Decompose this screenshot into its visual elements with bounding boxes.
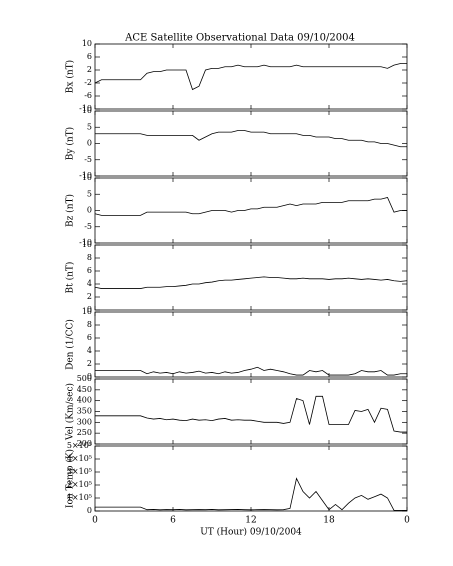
y-tick-label: 250 [77,428,92,437]
data-line [95,366,407,376]
y-axis-label: Bx (nT) [65,60,76,93]
y-tick-label: 0 [87,139,92,148]
y-tick-label: 10 [82,173,92,182]
x-tick-label: 6 [170,516,176,526]
panel-frame [94,43,408,110]
y-tick-label: -2 [84,78,92,87]
y-axis-label: Ion Temp (K) [65,449,76,508]
panel-frame [94,244,408,311]
y-tick-label: 1×10⁵ [67,493,92,502]
y-tick-label: 2 [87,65,92,74]
y-axis-label: Vel (Km/sec) [65,383,76,441]
panel-frame [94,110,408,177]
y-tick-label: 5×10⁵ [67,441,92,450]
y-tick-label: 500 [77,374,92,383]
y-tick-label: 2 [87,359,92,368]
y-tick-label: 350 [77,407,92,416]
y-tick-label: 10 [82,240,92,249]
y-tick-label: 0 [87,206,92,215]
y-tick-label: 2×10⁵ [67,480,92,489]
y-tick-label: 4 [87,279,92,288]
data-line [94,197,407,216]
y-tick-label: 200 [77,439,92,448]
chart-title: ACE Satellite Observational Data 09/10/2… [124,33,355,44]
y-tick-label: 5 [87,122,92,131]
x-tick-label: 12 [245,516,256,526]
data-line [94,276,408,289]
x-tick-label: 0 [404,516,410,526]
y-tick-label: -10 [79,104,92,113]
x-axis-label: UT (Hour) 09/10/2004 [200,527,302,538]
panel-frame [94,445,408,512]
y-tick-label: 10 [82,106,92,115]
y-tick-label: -5 [84,155,92,164]
y-tick-label: 0 [87,305,92,314]
y-tick-label: 2 [87,292,92,301]
data-line [95,395,407,433]
y-tick-label: 6 [87,52,92,61]
y-tick-label: 0 [87,506,92,515]
data-line [95,130,407,148]
y-tick-label: 8 [87,320,92,329]
y-tick-label: 10 [82,307,92,316]
y-tick-label: -10 [79,238,92,247]
y-tick-label: 3×10⁵ [67,467,92,476]
y-tick-label: 4×10⁵ [67,454,92,463]
y-axis-label: Bz (nT) [65,194,76,227]
data-line [94,63,407,91]
y-tick-label: 6 [87,333,92,342]
panel-frame [94,177,408,244]
y-tick-label: 400 [77,396,92,405]
data-line [95,477,407,511]
y-tick-label: 5 [87,189,92,198]
y-tick-label: 4 [87,346,92,355]
y-tick-label: -10 [79,171,92,180]
y-tick-label: 300 [77,417,92,426]
y-tick-label: 450 [77,385,92,394]
y-axis-label: Bt (nT) [65,262,76,294]
y-tick-label: 0 [87,372,92,381]
y-axis-label: By (nT) [65,127,76,160]
y-axis-label: Den (1/CC) [65,319,76,370]
y-tick-label: 10 [82,39,92,48]
y-tick-label: 6 [87,266,92,275]
y-tick-label: -5 [84,222,92,231]
x-tick-label: 18 [323,516,335,526]
x-tick-label: 0 [92,516,98,526]
y-tick-label: -6 [84,91,92,100]
panel-frame [94,311,408,378]
y-tick-label: 8 [87,253,92,262]
